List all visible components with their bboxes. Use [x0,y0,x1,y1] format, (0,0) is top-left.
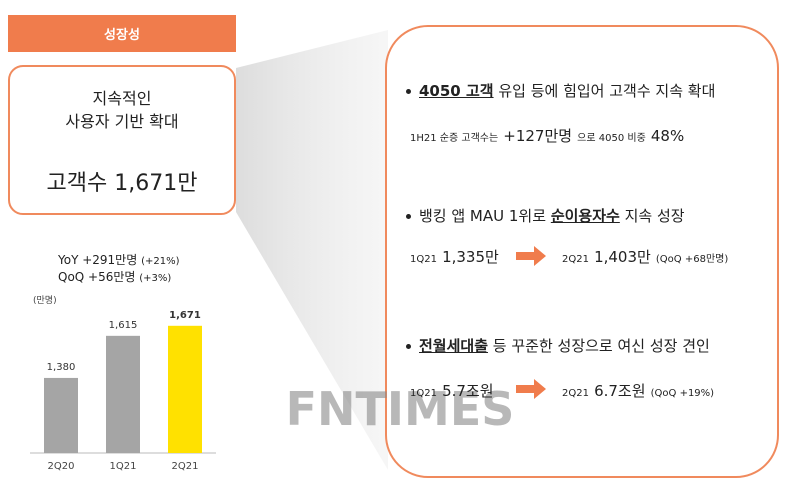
watermark: FNTIMES [286,382,515,436]
text: 지속 성장 [619,207,685,225]
growth-qoq: QoQ +56만명 (+3%) [58,268,171,285]
header-title: 성장성 [104,28,140,43]
bullet-detail: 2Q21 6.7조원 (QoQ +19%) [562,380,714,401]
bullet-detail: 2Q21 1,403만 (QoQ +68만명) [562,246,728,267]
summary-headline: 고객수 1,671만 [46,171,198,196]
bar [168,325,202,453]
text: 뱅킹 앱 MAU 1위로 [419,207,551,225]
text: 48% [650,127,685,145]
bullet: 뱅킹 앱 MAU 1위로 순이용자수 지속 성장 [406,205,685,226]
bullet-detail: 1H21 순증 고객수는 +127만명 으로 4050 비중 48% [410,125,684,146]
text: 1Q21 [410,254,437,265]
connector [236,30,388,470]
summary-line: 지속적인 [92,89,152,108]
summary-line: 사용자 기반 확대 [65,112,179,131]
bullet-dot [406,344,411,349]
text: 1,335만 [442,248,499,266]
text: 전월세대출 [419,337,489,355]
bullet-dot [406,89,411,94]
bullet-dot [406,214,411,219]
value-label: 1,615 [109,320,138,331]
arrow [516,246,546,266]
text: 2Q21 [562,254,589,265]
text: (QoQ +19%) [650,388,715,399]
growth-yoy: YoY +291만명 (+21%) [58,251,180,268]
bullet-detail: 1Q21 5.7조원 [410,380,494,401]
bar [44,377,78,453]
text: YoY +291만명 [58,253,138,267]
text: 1,403만 [594,248,651,266]
text: +127만명 [503,127,573,145]
text: (+3%) [139,273,172,284]
text: QoQ +56만명 [58,270,136,284]
x-tick-label: 2Q20 [48,461,75,472]
bar-chart: (만명) 1,380 2Q20 1,615 1Q21 1,671 2Q21 [30,295,216,472]
text: (QoQ +68만명) [655,254,729,265]
bullet-detail: 1Q21 1,335만 [410,246,499,267]
value-label: 1,380 [47,362,76,373]
text: 유입 등에 힘입어 고객수 지속 확대 [493,82,716,100]
text: 2Q21 [562,388,589,399]
x-tick-label: 1Q21 [110,461,137,472]
x-tick-label: 2Q21 [172,461,199,472]
text: 1Q21 [410,388,437,399]
text: 4050 고객 [419,82,494,100]
text: 5.7조원 [442,382,494,400]
bullet: 4050 고객 유입 등에 힘입어 고객수 지속 확대 [406,80,715,101]
header-bar [8,15,236,52]
unit-label: (만명) [33,295,57,306]
bar [106,335,140,453]
arrow [516,379,546,399]
bullet: 전월세대출 등 꾸준한 성장으로 여신 성장 견인 [406,335,710,356]
text: 으로 4050 비중 [577,133,646,144]
detail-box [385,25,779,478]
text: 6.7조원 [594,382,646,400]
text: 1H21 순증 고객수는 [410,133,499,144]
text: 등 꾸준한 성장으로 여신 성장 견인 [488,337,710,355]
text: (+21%) [141,256,180,267]
value-label: 1,671 [169,310,201,321]
text: 순이용자수 [550,207,620,225]
summary-box [8,65,236,215]
